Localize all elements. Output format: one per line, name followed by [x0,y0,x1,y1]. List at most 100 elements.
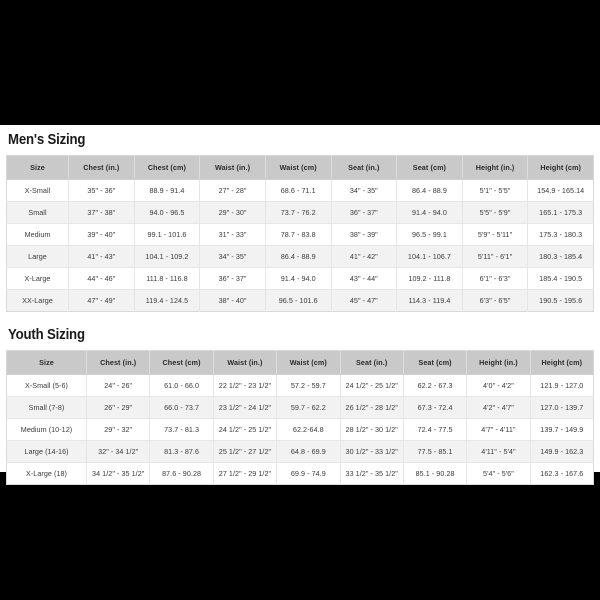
youth-measurement-cell: 139.7 - 149.9 [530,418,594,441]
mens-measurement-cell: 5'1" - 5'5" [462,179,529,202]
youth-column-header: Seat (cm) [403,350,468,375]
mens-measurement-cell: 185.4 - 190.5 [527,267,594,290]
mens-measurement-cell: 36" - 37" [331,201,398,224]
mens-measurement-cell: 68.6 - 71.1 [265,179,332,202]
youth-measurement-cell: 67.3 - 72.4 [403,396,468,419]
mens-measurement-cell: 6'1" - 6'3" [462,267,529,290]
mens-measurement-cell: 27" - 28" [199,179,266,202]
mens-measurement-cell: 154.9 - 165.14 [527,179,594,202]
mens-measurement-cell: 94.0 - 96.5 [134,201,201,224]
youth-measurement-cell: 69.9 - 74.9 [276,462,341,485]
youth-measurement-cell: 62.2-64.8 [276,418,341,441]
mens-measurement-cell: 78.7 - 83.8 [265,223,332,246]
youth-measurement-cell: 73.7 - 81.3 [149,418,214,441]
mens-size-label: X-Small [6,179,69,202]
mens-size-label: XX-Large [6,289,69,312]
youth-column-header: Chest (in.) [86,350,151,375]
mens-measurement-cell: 29" - 30" [199,201,266,224]
youth-measurement-cell: 25 1/2" - 27 1/2" [213,440,278,463]
mens-measurement-cell: 175.3 - 180.3 [527,223,594,246]
mens-measurement-cell: 47" - 49" [68,289,135,312]
mens-measurement-cell: 44" - 46" [68,267,135,290]
youth-measurement-cell: 29" - 32" [86,418,151,441]
sizing-content: Men's Sizing Size Chest (in.) Chest (cm) Wa… [0,125,600,485]
mens-measurement-cell: 111.8 - 116.8 [134,267,201,290]
youth-measurement-cell: 4'11" - 5'4" [466,440,531,463]
youth-table-row: Medium (10-12) 29" - 32" 73.7 - 81.3 24 1/2… [6,418,594,441]
youth-measurement-cell: 30 1/2" - 33 1/2" [340,440,404,463]
mens-measurement-cell: 34" - 35" [199,245,266,268]
mens-measurement-cell: 104.1 - 106.7 [396,245,463,268]
mens-column-header: Chest (in.) [68,155,135,180]
mens-measurement-cell: 96.5 - 99.1 [396,223,463,246]
youth-measurement-cell: 28 1/2" - 30 1/2" [340,418,404,441]
youth-sizing-heading: Youth Sizing [8,326,85,343]
mens-measurement-cell: 31" - 33" [199,223,266,246]
mens-table-row: Small 37" - 38" 94.0 - 96.5 29" - 30" 73.7 -… [6,201,594,224]
mens-measurement-cell: 6'3" - 6'5" [462,289,529,312]
youth-sizing-table: Size Chest (in.) Chest (cm) Waist (in.) Wais… [6,350,594,485]
youth-measurement-cell: 24 1/2" - 25 1/2" [213,418,278,441]
mens-measurement-cell: 45" - 47" [331,289,398,312]
youth-measurement-cell: 24" - 26" [86,374,151,397]
youth-measurement-cell: 57.2 - 59.7 [276,374,341,397]
youth-measurement-cell: 61.0 - 66.0 [149,374,214,397]
mens-size-label: Small [6,201,69,224]
youth-column-header: Chest (cm) [149,350,214,375]
mens-measurement-cell: 38" - 39" [331,223,398,246]
mens-measurement-cell: 165.1 - 175.3 [527,201,594,224]
mens-measurement-cell: 73.7 - 76.2 [265,201,332,224]
youth-measurement-cell: 22 1/2" - 23 1/2" [213,374,278,397]
mens-measurement-cell: 86.4 - 88.9 [265,245,332,268]
mens-column-header: Waist (in.) [199,155,266,180]
youth-measurement-cell: 5'4" - 5'6" [466,462,531,485]
mens-measurement-cell: 5'9" - 5'11" [462,223,529,246]
youth-table-row: Large (14-16) 32" - 34 1/2" 81.3 - 87.6 25 … [6,440,594,463]
mens-measurement-cell: 119.4 - 124.5 [134,289,201,312]
youth-measurement-cell: 32" - 34 1/2" [86,440,151,463]
mens-measurement-cell: 190.5 - 195.6 [539,296,583,305]
mens-size-label: Medium [6,223,69,246]
youth-table-row: Small (7-8) 26" - 29" 66.0 - 73.7 23 1/2" -… [6,396,594,419]
youth-table-row: X-Small (5-6) 24" - 26" 61.0 - 66.0 22 1/2"… [6,374,594,397]
youth-measurement-cell: 23 1/2" - 24 1/2" [213,396,278,419]
mens-measurement-cell: 96.5 - 101.6 [265,289,332,312]
mens-measurement-cell: 43" - 44" [331,267,398,290]
mens-table-row: XX-Large 47" - 49" 119.4 - 124.5 38" - 40" 9… [6,289,594,312]
mens-measurement-cell: 109.2 - 111.8 [396,267,463,290]
youth-column-header: Waist (cm) [276,350,341,375]
youth-column-header: Seat (in.) [340,350,404,375]
youth-measurement-cell: 81.3 - 87.6 [149,440,214,463]
mens-table-row: X-Large 44" - 46" 111.8 - 116.8 36" - 37" 91… [6,267,594,290]
youth-measurement-cell: 26" - 29" [86,396,151,419]
mens-column-header: Seat (cm) [396,155,463,180]
mens-measurement-cell: 41" - 43" [68,245,135,268]
youth-table-row: X-Large (18) 34 1/2" - 35 1/2" 87.6 - 90.2… [6,462,594,485]
mens-sizing-heading: Men's Sizing [8,131,86,148]
mens-sizing-table: Size Chest (in.) Chest (cm) Waist (in.) Wais… [6,155,594,312]
mens-measurement-cell: 36" - 37" [199,267,266,290]
youth-measurement-cell: 72.4 - 77.5 [403,418,468,441]
mens-measurement-cell: 104.1 - 109.2 [134,245,201,268]
mens-measurement-cell: 37" - 38" [68,201,135,224]
mens-column-header: Chest (cm) [134,155,201,180]
mens-measurement-cell: 114.3 - 119.4 [396,289,463,312]
mens-measurement-cell: 35" - 36" [68,179,135,202]
mens-measurement-cell: 39" - 40" [68,223,135,246]
youth-measurement-cell: 62.2 - 67.3 [403,374,468,397]
youth-measurement-cell: 149.9 - 162.3 [530,440,594,463]
mens-column-header: Height (cm) [527,155,594,180]
mens-measurement-cell: 5'11" - 6'1" [462,245,529,268]
youth-column-header: Height (in.) [466,350,531,375]
youth-measurement-cell: 77.5 - 85.1 [403,440,468,463]
youth-measurement-cell: 33 1/2" - 35 1/2" [340,462,404,485]
mens-column-header: Seat (in.) [331,155,398,180]
youth-size-label: Medium (10-12) [6,418,87,441]
youth-measurement-cell: 4'2" - 4'7" [466,396,531,419]
mens-table-row: Large 41" - 43" 104.1 - 109.2 34" - 35" 86.4… [6,245,594,268]
youth-measurement-cell: 127.0 - 139.7 [530,396,594,419]
mens-measurement-cell: 180.3 - 185.4 [527,245,594,268]
youth-measurement-cell: 59.7 - 62.2 [276,396,341,419]
youth-measurement-cell: 24 1/2" - 25 1/2" [340,374,404,397]
